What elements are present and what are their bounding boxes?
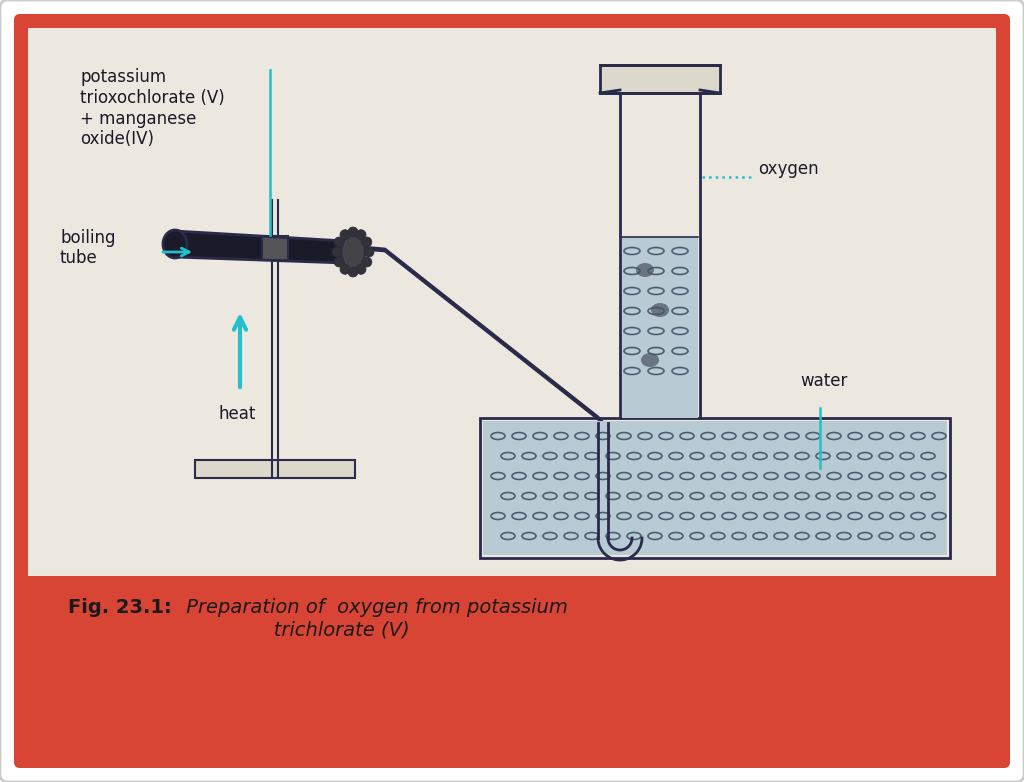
Ellipse shape (341, 234, 365, 270)
Text: potassium
trioxochlorate (V)
+ manganese
oxide(IV): potassium trioxochlorate (V) + manganese… (80, 68, 224, 149)
Text: water: water (800, 372, 848, 390)
Bar (600, 65, 720, 93)
Bar (262, 236, 288, 260)
Bar (480, 418, 950, 558)
Text: heat: heat (218, 405, 255, 423)
Polygon shape (175, 231, 345, 263)
Bar (622, 237, 698, 418)
Circle shape (361, 257, 372, 267)
Circle shape (332, 247, 342, 257)
Ellipse shape (163, 230, 187, 258)
Circle shape (361, 237, 372, 247)
Text: oxygen: oxygen (758, 160, 818, 178)
Bar (28, 28, 996, 576)
Ellipse shape (651, 303, 669, 317)
Text: Preparation of  oxygen from potassium
               trichlorate (V): Preparation of oxygen from potassium tri… (180, 598, 568, 639)
Bar (622, 90, 698, 237)
Bar (195, 460, 355, 478)
Bar (288, 244, 348, 253)
Circle shape (356, 230, 366, 239)
Ellipse shape (641, 353, 659, 367)
Text: boiling
tube: boiling tube (60, 228, 116, 267)
Text: Fig. 23.1:: Fig. 23.1: (68, 598, 172, 617)
Bar (483, 421, 947, 555)
Ellipse shape (636, 263, 654, 277)
Circle shape (356, 264, 366, 274)
Circle shape (348, 227, 358, 237)
Circle shape (348, 267, 358, 277)
Circle shape (334, 237, 344, 247)
Circle shape (340, 264, 350, 274)
Circle shape (334, 257, 344, 267)
Circle shape (364, 247, 374, 257)
FancyBboxPatch shape (14, 14, 1010, 768)
Circle shape (340, 230, 350, 239)
Bar (600, 65, 720, 90)
